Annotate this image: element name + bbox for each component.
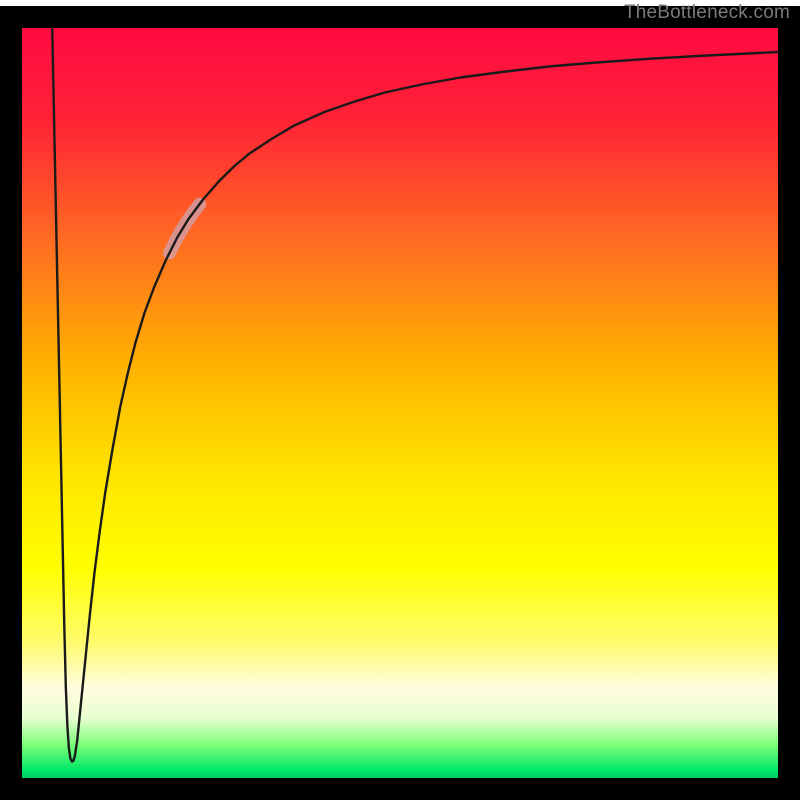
chart-container: TheBottleneck.com	[0, 0, 800, 800]
bottleneck-chart	[0, 0, 800, 800]
attribution-text: TheBottleneck.com	[624, 2, 790, 24]
